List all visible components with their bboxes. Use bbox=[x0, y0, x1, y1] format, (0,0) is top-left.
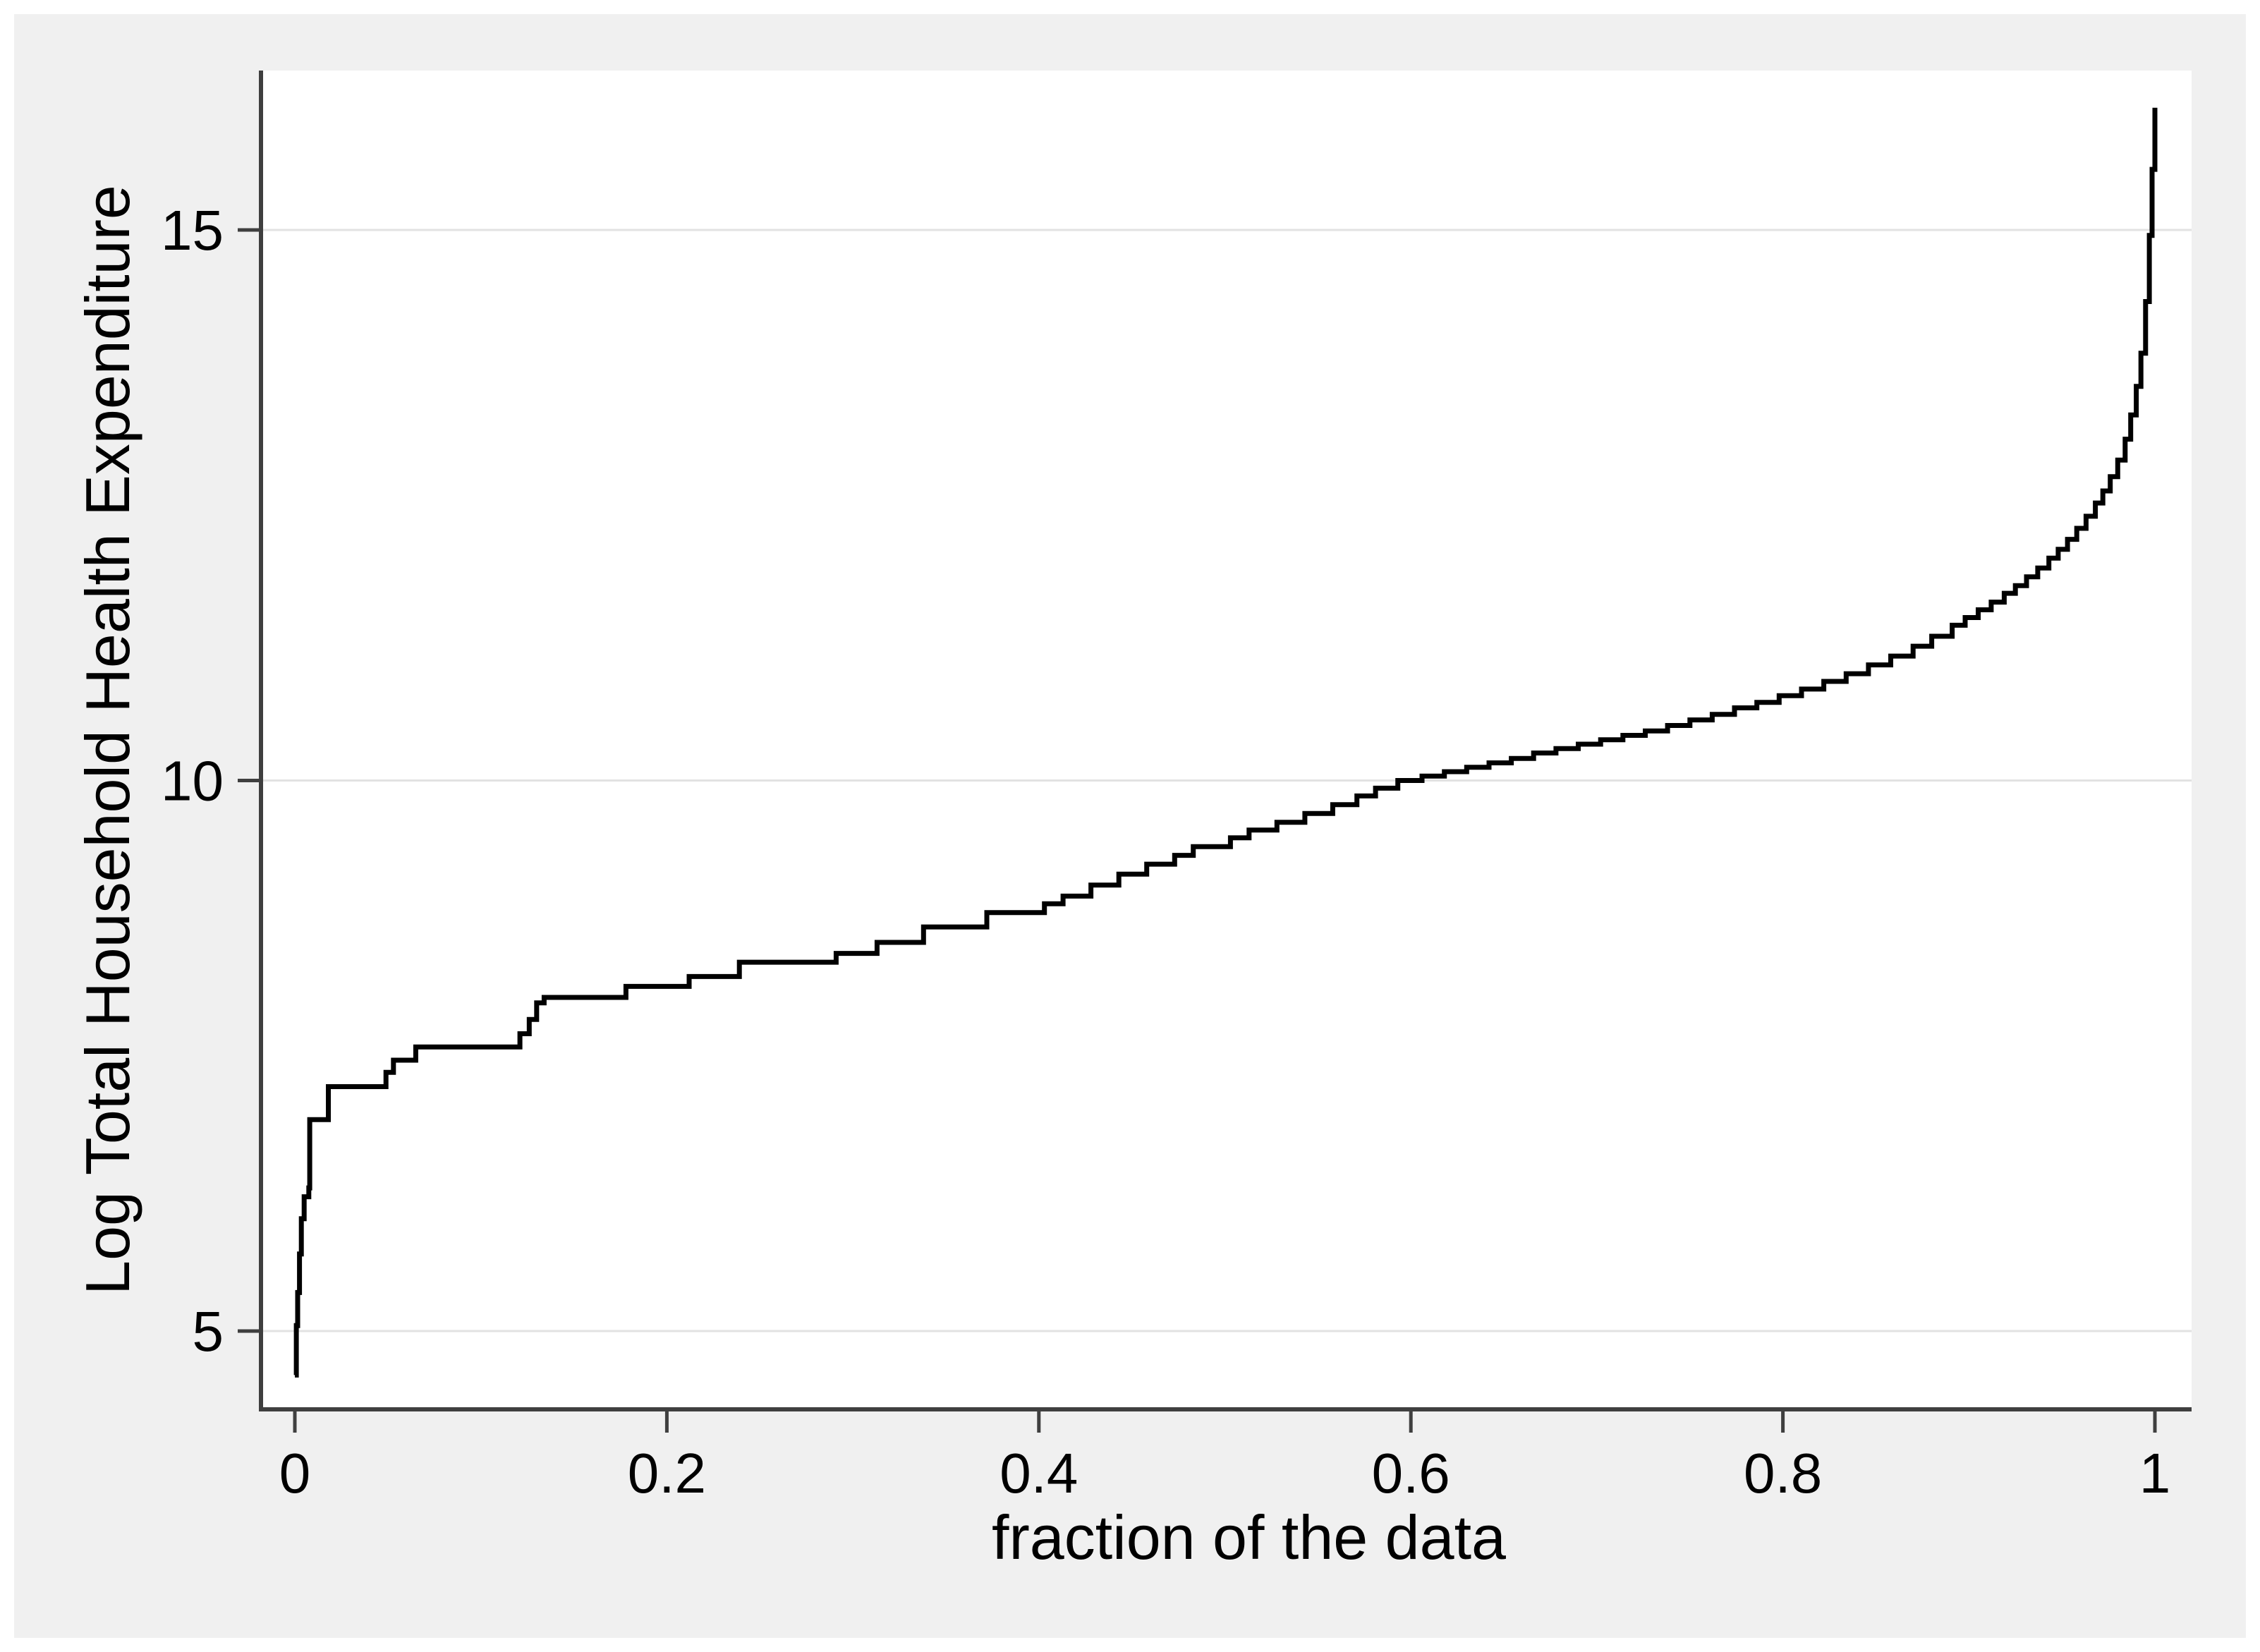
y-tick-label-15: 15 bbox=[161, 199, 224, 262]
x-tick-label-0: 0 bbox=[279, 1442, 311, 1505]
x-tick-label-0.6: 0.6 bbox=[1372, 1442, 1450, 1505]
gridlines bbox=[262, 229, 2192, 1332]
y-tick-labels: 5 10 15 bbox=[161, 199, 224, 1363]
y-tick-label-10: 10 bbox=[161, 750, 224, 813]
x-tick-label-0.2: 0.2 bbox=[628, 1442, 706, 1505]
x-axis-title: fraction of the data bbox=[992, 1502, 1506, 1572]
x-tick-label-0.8: 0.8 bbox=[1744, 1442, 1822, 1505]
x-tick-labels: 0 0.2 0.4 0.6 0.8 1 bbox=[279, 1442, 2171, 1505]
x-tick-label-1: 1 bbox=[2139, 1442, 2171, 1505]
x-tick-marks bbox=[293, 1409, 2157, 1433]
y-tick-marks bbox=[238, 228, 261, 1333]
y-axis-title: Log Total Household Health Expenditure bbox=[73, 185, 142, 1295]
x-tick-label-0.4: 0.4 bbox=[1000, 1442, 1078, 1505]
y-tick-label-5: 5 bbox=[193, 1300, 224, 1363]
plot-area bbox=[261, 71, 2192, 1409]
quantile-curve bbox=[293, 107, 2158, 1378]
